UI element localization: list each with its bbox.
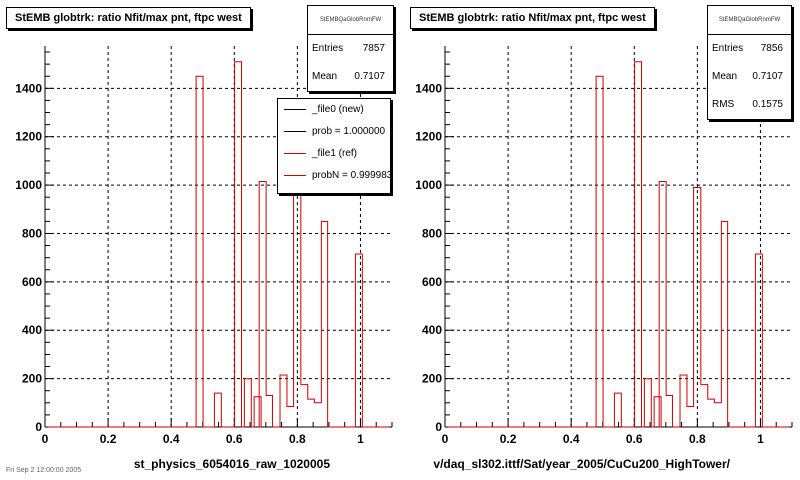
histogram-bin <box>266 396 273 427</box>
legend-entry: prob = 1.000000 <box>278 121 390 143</box>
pad1-legend: _file0 (new) prob = 1.000000 _file1 (ref… <box>277 98 391 194</box>
x-tick-label: 0.4 <box>163 432 180 446</box>
x-tick-label: 1 <box>357 432 364 446</box>
pad1-stats-entries: Entries 7857 <box>308 35 393 63</box>
legend-entry: probN = 0.999983 <box>278 165 390 187</box>
legend-label: probN = 0.999983 <box>312 170 391 181</box>
histogram-bin <box>666 396 673 427</box>
legend-swatch <box>284 131 306 132</box>
pad2-stats-box: StEMBQaGlobRnmFW Entries 7856 Mean 0.710… <box>707 5 792 120</box>
histogram-bin <box>287 406 294 427</box>
y-tick-label: 1200 <box>15 130 42 144</box>
y-tick-label: 1200 <box>415 130 442 144</box>
legend-swatch <box>284 175 306 176</box>
x-tick-label: 1 <box>757 432 764 446</box>
pad2-title: StEMB globtrk: ratio Nfit/max pnt, ftpc … <box>410 7 655 29</box>
legend-entry: _file1 (ref) <box>278 143 390 165</box>
x-axis-label: v/daq_sl302.ittf/Sat/year_2005/CuCu200_H… <box>433 457 730 471</box>
x-tick-label: 0.2 <box>500 432 517 446</box>
y-tick-label: 200 <box>422 372 442 386</box>
histogram-bin <box>644 379 651 427</box>
stats-value: 0.1575 <box>752 99 783 110</box>
histogram-bin <box>254 397 261 427</box>
histogram-bin <box>355 254 362 427</box>
y-tick-label: 400 <box>22 323 42 337</box>
y-tick-label: 600 <box>22 275 42 289</box>
stats-value: 7856 <box>760 43 783 54</box>
pad1-stats-box: StEMBQaGlobRnmFW Entries 7857 Mean 0.710… <box>307 5 394 92</box>
histogram-bin <box>196 76 203 427</box>
histogram-bin <box>614 393 621 427</box>
y-tick-label: 400 <box>422 323 442 337</box>
histogram-series-ref <box>448 61 789 428</box>
pad2-stats-name: StEMBQaGlobRnmFW <box>708 6 791 35</box>
stats-value: 7857 <box>362 43 385 54</box>
histogram-bin <box>244 379 251 427</box>
histogram-series-ref <box>48 61 389 428</box>
stats-value: 0.7107 <box>752 71 783 82</box>
legend-label: prob = 1.000000 <box>312 126 386 137</box>
legend-label: _file0 (new) <box>312 104 364 115</box>
stats-label: Mean <box>312 71 338 82</box>
stats-value: 0.7107 <box>354 71 385 82</box>
x-tick-label: 0 <box>442 432 449 446</box>
histogram-bin <box>214 393 221 427</box>
stats-label: Entries <box>312 43 344 54</box>
histogram-bin <box>596 76 603 427</box>
histogram-bin <box>687 406 694 427</box>
y-tick-label: 600 <box>422 275 442 289</box>
pad1-stats-mean: Mean 0.7107 <box>308 63 393 91</box>
histogram-bin <box>259 181 266 427</box>
y-tick-label: 800 <box>422 226 442 240</box>
legend-swatch <box>284 153 306 154</box>
histogram-bin <box>659 181 666 427</box>
histogram-bin <box>314 403 321 427</box>
y-tick-label: 1000 <box>15 178 42 192</box>
y-tick-label: 1000 <box>415 178 442 192</box>
pad1-stats-name: StEMBQaGlobRnmFW <box>308 6 393 35</box>
histogram-bin <box>635 62 642 427</box>
x-tick-label: 0.2 <box>100 432 117 446</box>
x-axis-label: st_physics_6054016_raw_1020005 <box>134 457 330 471</box>
stats-label: RMS <box>712 99 735 110</box>
pad2-stats-rms: RMS 0.1575 <box>708 91 791 119</box>
y-tick-label: 1400 <box>415 81 442 95</box>
y-tick-label: 1400 <box>15 81 42 95</box>
legend-entry: _file0 (new) <box>278 99 390 121</box>
x-tick-label: 0.6 <box>226 432 243 446</box>
y-tick-label: 0 <box>35 420 42 434</box>
x-tick-label: 0.8 <box>689 432 706 446</box>
x-tick-label: 0.8 <box>289 432 306 446</box>
legend-label: _file1 (ref) <box>312 148 358 159</box>
histogram-bin <box>280 375 287 427</box>
footer-timestamp: Fri Sep 2 12:00:00 2005 <box>6 467 82 474</box>
y-tick-label: 800 <box>22 226 42 240</box>
legend-swatch <box>284 109 306 110</box>
histogram-bin <box>755 254 762 427</box>
histogram-bin <box>301 385 308 427</box>
pad1-title: StEMB globtrk: ratio Nfit/max pnt, ftpc … <box>6 7 251 29</box>
stats-label: Entries <box>712 43 744 54</box>
x-tick-label: 0 <box>42 432 49 446</box>
histogram-bin <box>694 188 701 427</box>
histogram-bin <box>701 385 708 427</box>
stats-label: Mean <box>712 71 738 82</box>
histogram-bin <box>680 375 687 427</box>
x-tick-label: 0.4 <box>563 432 580 446</box>
histogram-bin <box>235 62 242 427</box>
pad2-stats-entries: Entries 7856 <box>708 35 791 63</box>
histogram-bin <box>654 397 661 427</box>
y-tick-label: 0 <box>435 420 442 434</box>
histogram-bin <box>294 188 301 427</box>
y-tick-label: 200 <box>22 372 42 386</box>
x-tick-label: 0.6 <box>626 432 643 446</box>
pad2-stats-mean: Mean 0.7107 <box>708 63 791 91</box>
histogram-bin <box>714 403 721 427</box>
